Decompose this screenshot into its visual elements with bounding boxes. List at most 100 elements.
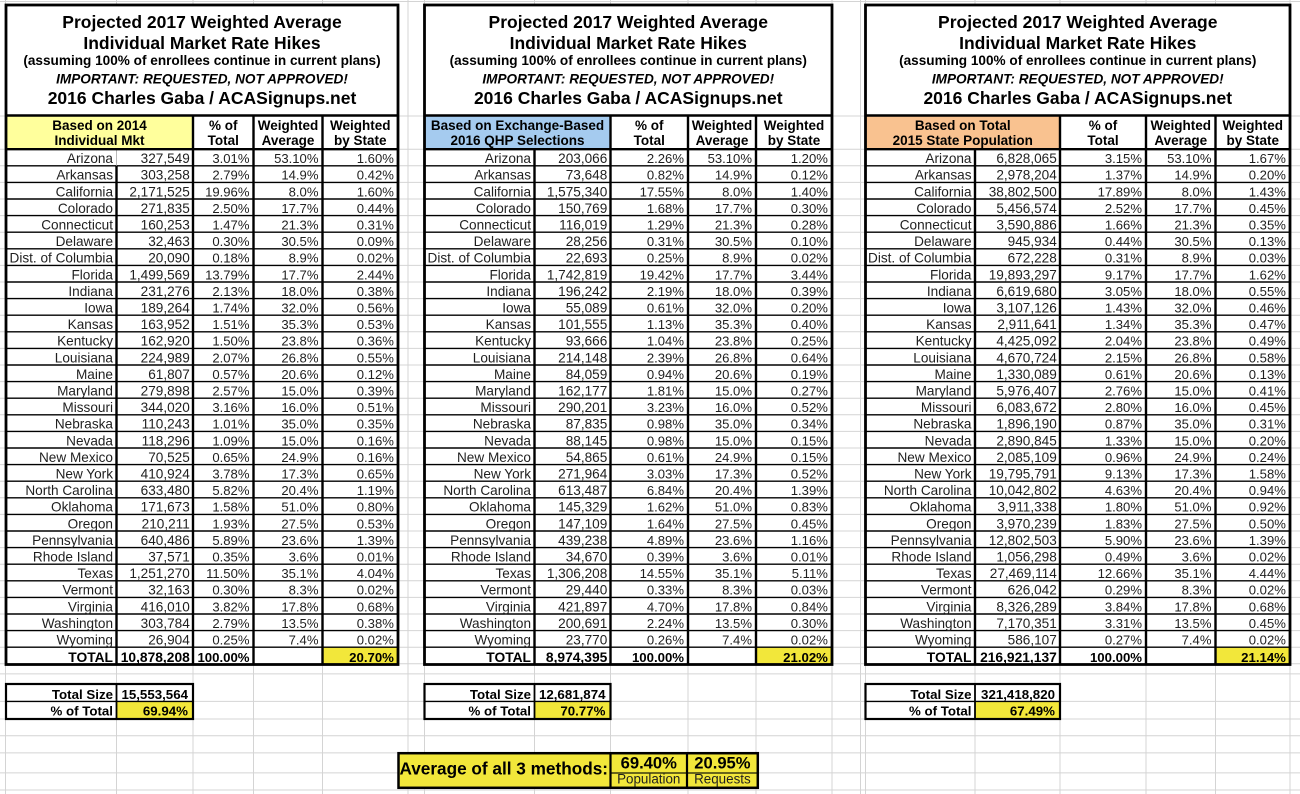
svg-text:0.36%: 0.36% (357, 334, 394, 349)
svg-text:24.9%: 24.9% (1174, 450, 1211, 465)
svg-text:0.49%: 0.49% (1249, 334, 1286, 349)
svg-text:(assuming 100% of enrollees co: (assuming 100% of enrollees continue in … (899, 53, 1256, 68)
svg-text:TOTAL: TOTAL (927, 650, 972, 665)
svg-text:1.37%: 1.37% (1105, 168, 1142, 183)
svg-text:23,770: 23,770 (566, 633, 608, 648)
svg-text:Projected 2017 Weighted Averag: Projected 2017 Weighted Average (489, 12, 769, 32)
svg-text:Maryland: Maryland (57, 384, 113, 399)
svg-text:3.6%: 3.6% (722, 550, 752, 565)
svg-text:87,835: 87,835 (566, 417, 608, 432)
svg-text:Wyoming: Wyoming (915, 633, 972, 648)
svg-text:231,276: 231,276 (141, 284, 190, 299)
svg-text:New Mexico: New Mexico (457, 450, 531, 465)
svg-text:14.9%: 14.9% (1174, 168, 1211, 183)
svg-text:(assuming 100% of enrollees co: (assuming 100% of enrollees continue in … (450, 53, 807, 68)
svg-text:0.45%: 0.45% (1249, 400, 1286, 415)
svg-text:Oklahoma: Oklahoma (469, 500, 531, 515)
svg-text:1.20%: 1.20% (791, 151, 828, 166)
svg-text:8.9%: 8.9% (289, 251, 319, 266)
svg-text:110,243: 110,243 (142, 417, 190, 432)
svg-text:Vermont: Vermont (62, 583, 113, 598)
svg-text:2.19%: 2.19% (647, 284, 684, 299)
svg-text:13.79%: 13.79% (205, 267, 250, 282)
svg-text:17.3%: 17.3% (715, 467, 752, 482)
svg-text:1,575,340: 1,575,340 (547, 184, 608, 199)
svg-text:% of Total: % of Total (909, 704, 972, 719)
svg-text:88,145: 88,145 (566, 433, 608, 448)
svg-text:Average of all 3 methods:: Average of all 3 methods: (399, 759, 608, 779)
svg-text:7.4%: 7.4% (722, 633, 752, 648)
svg-text:0.26%: 0.26% (647, 633, 684, 648)
svg-text:21.3%: 21.3% (281, 218, 318, 233)
svg-text:1,742,819: 1,742,819 (547, 267, 607, 282)
svg-text:(assuming 100% of enrollees co: (assuming 100% of enrollees continue in … (23, 53, 380, 68)
svg-text:1.01%: 1.01% (212, 417, 249, 432)
svg-text:0.61%: 0.61% (647, 301, 684, 316)
svg-text:0.38%: 0.38% (357, 284, 394, 299)
svg-text:327,549: 327,549 (141, 151, 190, 166)
svg-text:1.43%: 1.43% (1105, 301, 1142, 316)
svg-text:35.3%: 35.3% (715, 317, 752, 332)
svg-text:0.94%: 0.94% (1249, 483, 1286, 498)
svg-text:0.94%: 0.94% (647, 367, 684, 382)
svg-text:70,525: 70,525 (148, 450, 190, 465)
svg-text:18.0%: 18.0% (715, 284, 752, 299)
svg-text:3.82%: 3.82% (212, 599, 249, 614)
svg-text:0.65%: 0.65% (357, 467, 394, 482)
svg-text:0.02%: 0.02% (1249, 550, 1286, 565)
svg-text:0.68%: 0.68% (1249, 599, 1286, 614)
svg-text:2016 QHP Selections: 2016 QHP Selections (450, 133, 584, 148)
svg-text:8.3%: 8.3% (1182, 583, 1212, 598)
svg-text:3.03%: 3.03% (647, 467, 684, 482)
svg-text:15.0%: 15.0% (1174, 433, 1211, 448)
svg-text:Nebraska: Nebraska (55, 417, 114, 432)
svg-text:633,480: 633,480 (141, 483, 191, 498)
svg-text:6.84%: 6.84% (647, 483, 684, 498)
svg-text:3.6%: 3.6% (1182, 550, 1212, 565)
svg-text:17.7%: 17.7% (281, 201, 318, 216)
svg-text:93,666: 93,666 (566, 334, 608, 349)
svg-text:2.44%: 2.44% (357, 267, 394, 282)
svg-text:Washington: Washington (42, 616, 113, 631)
svg-text:100.00%: 100.00% (197, 650, 249, 665)
svg-text:27.5%: 27.5% (281, 516, 318, 531)
svg-text:Individual Market Rate Hikes: Individual Market Rate Hikes (83, 33, 321, 53)
svg-text:1.66%: 1.66% (1105, 218, 1142, 233)
svg-text:0.45%: 0.45% (1249, 616, 1286, 631)
svg-text:35.3%: 35.3% (1174, 317, 1211, 332)
svg-text:303,258: 303,258 (141, 168, 190, 183)
svg-text:17.7%: 17.7% (281, 267, 318, 282)
svg-text:17.8%: 17.8% (281, 599, 318, 614)
svg-text:Florida: Florida (71, 267, 113, 282)
svg-text:5.82%: 5.82% (212, 483, 249, 498)
svg-text:12.66%: 12.66% (1098, 566, 1143, 581)
svg-text:1.13%: 1.13% (647, 317, 684, 332)
svg-text:18.0%: 18.0% (281, 284, 318, 299)
svg-text:171,673: 171,673 (141, 500, 190, 515)
svg-text:0.55%: 0.55% (357, 350, 394, 365)
svg-text:20.4%: 20.4% (1174, 483, 1211, 498)
svg-text:17.8%: 17.8% (1174, 599, 1211, 614)
svg-text:4,670,724: 4,670,724 (996, 350, 1057, 365)
svg-text:New Mexico: New Mexico (897, 450, 971, 465)
svg-text:216,921,137: 216,921,137 (980, 650, 1057, 665)
svg-text:53.10%: 53.10% (274, 151, 319, 166)
svg-text:84,059: 84,059 (566, 367, 608, 382)
svg-text:303,784: 303,784 (141, 616, 191, 631)
svg-text:8.3%: 8.3% (289, 583, 319, 598)
svg-text:0.53%: 0.53% (357, 317, 394, 332)
svg-text:Vermont: Vermont (921, 583, 972, 598)
svg-text:Louisiana: Louisiana (913, 350, 972, 365)
svg-text:8.0%: 8.0% (722, 184, 752, 199)
svg-text:1.39%: 1.39% (357, 533, 394, 548)
svg-text:0.61%: 0.61% (1105, 367, 1142, 382)
svg-text:Total Size: Total Size (910, 687, 971, 702)
svg-text:8.3%: 8.3% (722, 583, 752, 598)
svg-text:New Mexico: New Mexico (39, 450, 113, 465)
svg-text:0.45%: 0.45% (791, 516, 828, 531)
svg-text:Colorado: Colorado (916, 201, 971, 216)
svg-text:15.0%: 15.0% (281, 433, 318, 448)
svg-text:3.01%: 3.01% (212, 151, 249, 166)
svg-text:1.81%: 1.81% (647, 384, 684, 399)
svg-text:26.8%: 26.8% (715, 350, 752, 365)
